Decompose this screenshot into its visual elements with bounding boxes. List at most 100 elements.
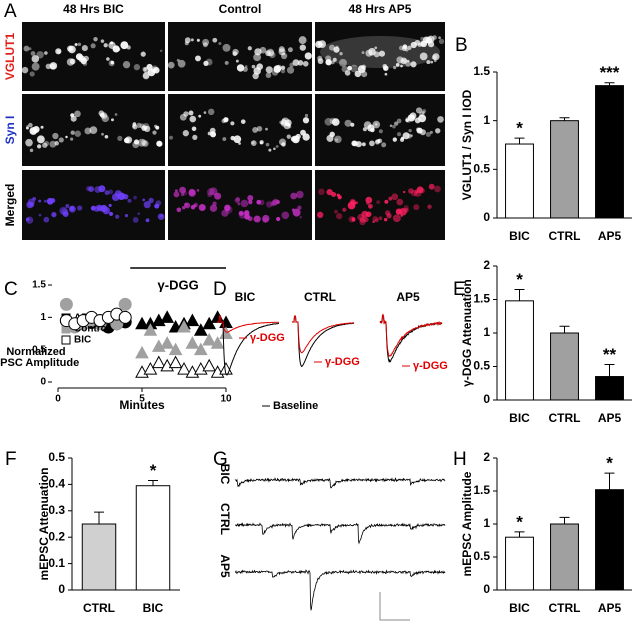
x-tick-label: AP5 bbox=[598, 601, 622, 615]
circle-point bbox=[59, 297, 73, 311]
micrograph-spot bbox=[82, 61, 88, 66]
micrograph-spot bbox=[400, 64, 403, 68]
y-tick-label: 0 bbox=[483, 582, 490, 596]
y-axis-label: mEPSC Attenuation bbox=[37, 468, 51, 581]
micrograph-spot bbox=[292, 59, 300, 67]
triangle-point bbox=[193, 342, 208, 356]
micrograph-spot bbox=[51, 212, 57, 218]
baseline-trace bbox=[291, 315, 355, 368]
triangle-point bbox=[219, 326, 233, 339]
micrograph-spot bbox=[214, 192, 222, 200]
micrograph-spot bbox=[410, 61, 417, 68]
micrograph-spot bbox=[406, 59, 410, 63]
micrograph-spot bbox=[430, 60, 434, 64]
micrograph-spot bbox=[65, 204, 70, 209]
micrograph-spot bbox=[153, 67, 160, 74]
micrograph-spot bbox=[295, 133, 301, 139]
micrograph-spot bbox=[396, 118, 402, 124]
micrograph-spot bbox=[184, 202, 188, 207]
micrograph-spot bbox=[427, 41, 435, 48]
micrograph-spot bbox=[68, 45, 76, 54]
y-axis-label: mEPSC Amplitude bbox=[460, 471, 474, 576]
micrograph-spot bbox=[142, 140, 149, 147]
micrograph-spot bbox=[357, 65, 366, 74]
micrograph-spot bbox=[174, 189, 178, 193]
micrograph-spot bbox=[93, 37, 98, 42]
micrograph-spot bbox=[351, 140, 358, 147]
micrograph-spot bbox=[43, 199, 47, 203]
micrograph-spot bbox=[392, 214, 401, 223]
micrograph-spot bbox=[347, 201, 356, 210]
triangle-point bbox=[177, 362, 191, 375]
significance: * bbox=[516, 119, 523, 138]
micrograph-spot bbox=[286, 66, 295, 74]
micrograph-spot bbox=[388, 196, 393, 201]
micrograph-spot bbox=[302, 117, 310, 124]
micrograph-spot bbox=[58, 137, 64, 143]
y-tick-label: 0.5 bbox=[48, 450, 65, 464]
micrograph-spot bbox=[315, 40, 323, 49]
micrograph-spot bbox=[414, 117, 421, 124]
micrograph-spot bbox=[244, 65, 248, 68]
micrograph-spot bbox=[363, 217, 369, 223]
micrograph-spot bbox=[374, 218, 379, 223]
significance: * bbox=[606, 454, 613, 473]
error-bar bbox=[514, 288, 525, 301]
micrograph-spot bbox=[157, 213, 165, 220]
micrograph-spot bbox=[365, 49, 373, 57]
micrograph-spot bbox=[276, 216, 281, 222]
error-bar bbox=[94, 511, 104, 524]
micrograph-spot bbox=[432, 53, 440, 61]
micrograph-spot bbox=[38, 199, 42, 203]
micrograph-spot bbox=[197, 39, 200, 42]
micrograph-spot bbox=[318, 188, 325, 196]
micrograph-spot bbox=[429, 130, 433, 134]
micrograph-spot bbox=[31, 62, 40, 71]
micrograph-spot bbox=[415, 107, 423, 114]
y-tick-label: 1 bbox=[483, 113, 490, 127]
micrograph-spot bbox=[141, 125, 148, 131]
micrograph-spot bbox=[407, 45, 412, 51]
error-bar bbox=[604, 472, 615, 490]
micrograph-spot bbox=[397, 132, 402, 137]
micrograph-spot bbox=[357, 213, 364, 221]
column-header: Control bbox=[219, 2, 262, 16]
micrograph-spot bbox=[253, 53, 262, 62]
bar bbox=[550, 332, 579, 401]
y-axis-label: Normalized bbox=[6, 346, 65, 358]
significance: ** bbox=[603, 345, 617, 364]
micrograph-spot bbox=[236, 64, 245, 72]
micrograph-spot bbox=[273, 147, 276, 151]
triangle-point bbox=[160, 310, 175, 323]
micrograph-spot bbox=[296, 190, 304, 199]
micrograph-spot bbox=[253, 67, 261, 75]
micrograph-spot bbox=[421, 110, 426, 114]
micrograph-spot bbox=[350, 122, 355, 127]
micrograph-spot bbox=[413, 204, 420, 211]
micrograph-spot bbox=[374, 46, 378, 50]
micrograph-spot bbox=[395, 63, 400, 67]
micrograph-spot bbox=[325, 59, 332, 66]
micrograph-spot bbox=[125, 136, 133, 144]
error-bar bbox=[604, 363, 615, 377]
micrograph-spots bbox=[21, 37, 163, 80]
y-tick-label: 1 bbox=[40, 312, 46, 323]
triangle-point bbox=[135, 345, 149, 359]
micrograph-spot bbox=[240, 199, 249, 208]
micrograph-spot bbox=[142, 66, 148, 72]
micrograph-spot bbox=[419, 188, 425, 194]
micrograph-spot bbox=[28, 47, 32, 51]
micrograph-spot bbox=[281, 142, 286, 147]
micrograph-spot bbox=[354, 70, 362, 78]
micrograph-spot bbox=[267, 49, 275, 57]
micrograph-spot bbox=[120, 41, 129, 50]
y-tick-label: 0.2 bbox=[48, 529, 65, 543]
micrograph-spot bbox=[108, 211, 114, 217]
y-tick-label: 0 bbox=[40, 377, 46, 388]
x-tick-label: AP5 bbox=[598, 229, 622, 243]
micrograph-spot bbox=[282, 52, 285, 56]
y-tick-label: 2 bbox=[483, 258, 490, 272]
micrograph-spot bbox=[36, 135, 45, 144]
micrograph-spot bbox=[394, 121, 399, 126]
bar bbox=[595, 489, 624, 591]
